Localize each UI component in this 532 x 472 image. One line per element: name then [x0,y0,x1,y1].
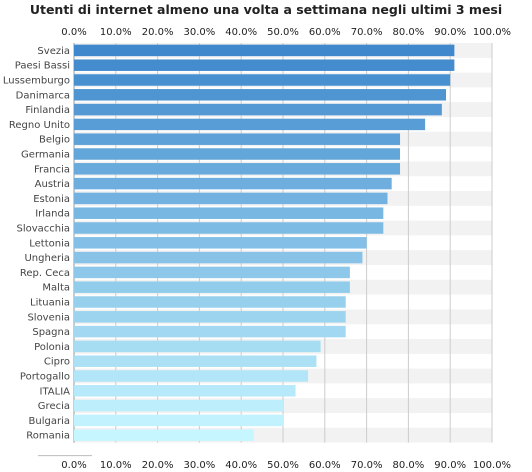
category-label: Malta [42,283,70,294]
bar [74,118,426,131]
category-label: Estonia [33,194,70,205]
tick-label-bottom: 10.0% [100,460,132,471]
bar [74,399,283,412]
category-label: Belgio [39,135,70,146]
category-label: Regno Unito [9,120,70,131]
bottom-axis: 0.0% 10.0% 20.0% 30.0% 40.0% 50.0% 60.0% 70.0% 8… [61,460,511,471]
category-label: Ungheria [24,253,70,264]
category-label: Svezia [37,46,70,57]
tick-label-bottom: 100.0% [473,460,511,471]
category-label: Rep. Ceca [20,268,70,279]
category-label: Slovacchia [16,224,70,235]
category-labels: Svezia Paesi Bassi Lussemburgo Danimarca Fin… [3,46,70,442]
bar [74,207,384,219]
category-label: Grecia [38,401,70,412]
tick-label-bottom: 80.0% [393,460,425,471]
category-label: Danimarca [16,90,70,101]
chart-title: Utenti di internet almeno una volta a se… [29,2,503,17]
bar [74,89,447,101]
category-label: Francia [34,164,70,175]
category-label: Finlandia [25,105,70,116]
bar [74,296,346,308]
tick-label-bottom: 0.0% [61,460,86,471]
top-axis: 0.0% 10.0% 20.0% 30.0% 40.0% 50.0% 60.0% 70.0% 8… [61,27,511,38]
tick-label-top: 90.0% [434,27,466,38]
bar [74,44,455,57]
tick-label-bottom: 30.0% [184,460,216,471]
tick-label-top: 10.0% [100,27,132,38]
bar [74,340,321,353]
tick-label-top: 50.0% [267,27,299,38]
bar [74,266,350,279]
tick-label-bottom: 50.0% [267,460,299,471]
category-label: Portogallo [20,372,70,383]
category-label: Polonia [34,342,70,353]
category-label: Lettonia [29,238,70,249]
tick-label-top: 100.0% [473,27,511,38]
tick-label-top: 60.0% [309,27,341,38]
tick-label-top: 20.0% [142,27,174,38]
category-label: Bulgaria [29,416,70,427]
bar [74,429,254,441]
bar [74,311,346,323]
bar [74,177,392,190]
bar [74,325,346,338]
bars [74,44,455,441]
bar [74,148,401,160]
category-label: Spagna [32,327,70,338]
category-label: Lituania [30,298,70,309]
tick-label-bottom: 60.0% [309,460,341,471]
bar [74,251,363,264]
bar [74,385,296,397]
bar [74,355,317,367]
category-label: Paesi Bassi [15,61,70,72]
tick-label-top: 70.0% [351,27,383,38]
bar [74,192,388,205]
category-label: Lussemburgo [3,76,70,87]
category-label: Austria [35,179,70,190]
bar [74,163,401,175]
bar [74,74,451,86]
tick-label-top: 0.0% [61,27,86,38]
bar [74,133,401,145]
category-label: Germania [21,150,70,161]
bar [74,414,283,427]
category-label: Slovenia [27,312,70,323]
tick-label-top: 30.0% [184,27,216,38]
category-label: ITALIA [40,386,71,397]
tick-label-bottom: 70.0% [351,460,383,471]
tick-label-bottom: 40.0% [225,460,257,471]
bar [74,237,367,249]
bar [74,370,309,382]
category-label: Romania [26,431,70,442]
tick-label-bottom: 20.0% [142,460,174,471]
bar [74,59,455,71]
bar [74,103,442,116]
bar [74,281,350,293]
bar [74,222,384,234]
tick-label-top: 40.0% [225,27,257,38]
category-label: Irlanda [35,209,70,220]
category-label: Cipro [44,357,70,368]
tick-label-top: 80.0% [393,27,425,38]
tick-label-bottom: 90.0% [434,460,466,471]
